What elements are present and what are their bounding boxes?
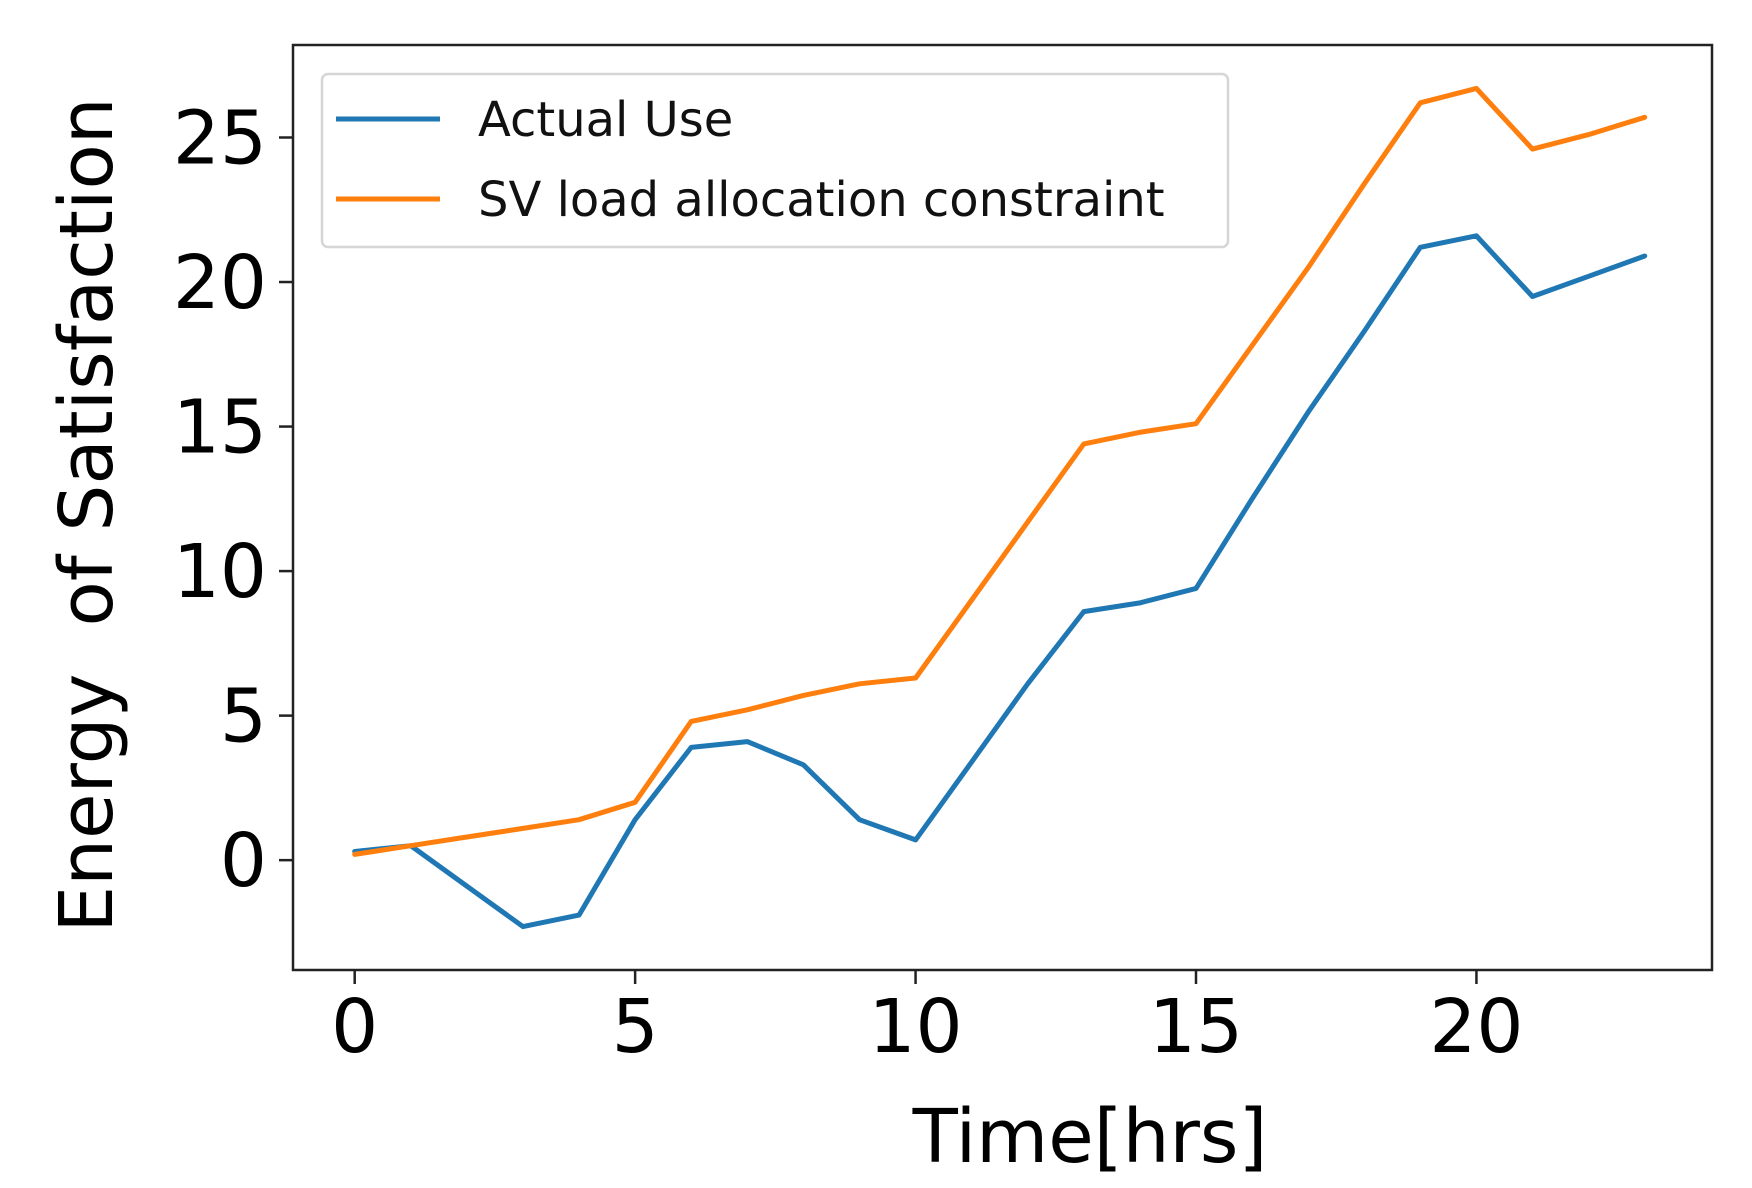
x-axis-label: Time[hrs]: [912, 1094, 1268, 1180]
y-tick-label: 20: [173, 240, 267, 326]
series-line-2: [352, 85, 1648, 857]
x-tick-label: 20: [1429, 984, 1523, 1070]
series-line-1: [352, 233, 1648, 930]
plot-area: [352, 85, 1648, 930]
legend-entry-2: SV load allocation constraint: [478, 172, 1165, 228]
plot-frame: [291, 43, 1714, 972]
legend-entry-1: Actual Use: [478, 92, 733, 148]
x-tick-label: 15: [1149, 984, 1243, 1070]
y-tick-label: 15: [173, 385, 267, 471]
legend: Actual Use SV load allocation constraint: [320, 72, 1230, 249]
x-tick-label: 10: [868, 984, 962, 1070]
legend-box: [320, 72, 1230, 249]
y-tick-label: 10: [173, 529, 267, 615]
x-tick-label: 5: [612, 984, 659, 1070]
y-tick-label: 5: [220, 674, 267, 760]
y-axis-label: Energy of Satisfaction: [44, 97, 130, 932]
axes: 0 5 10 15 20 0 5 10 15 20 25: [173, 43, 1714, 1070]
y-tick-label: 25: [173, 96, 267, 182]
x-tick-label: 0: [331, 984, 378, 1070]
y-tick-label: 0: [220, 818, 267, 904]
